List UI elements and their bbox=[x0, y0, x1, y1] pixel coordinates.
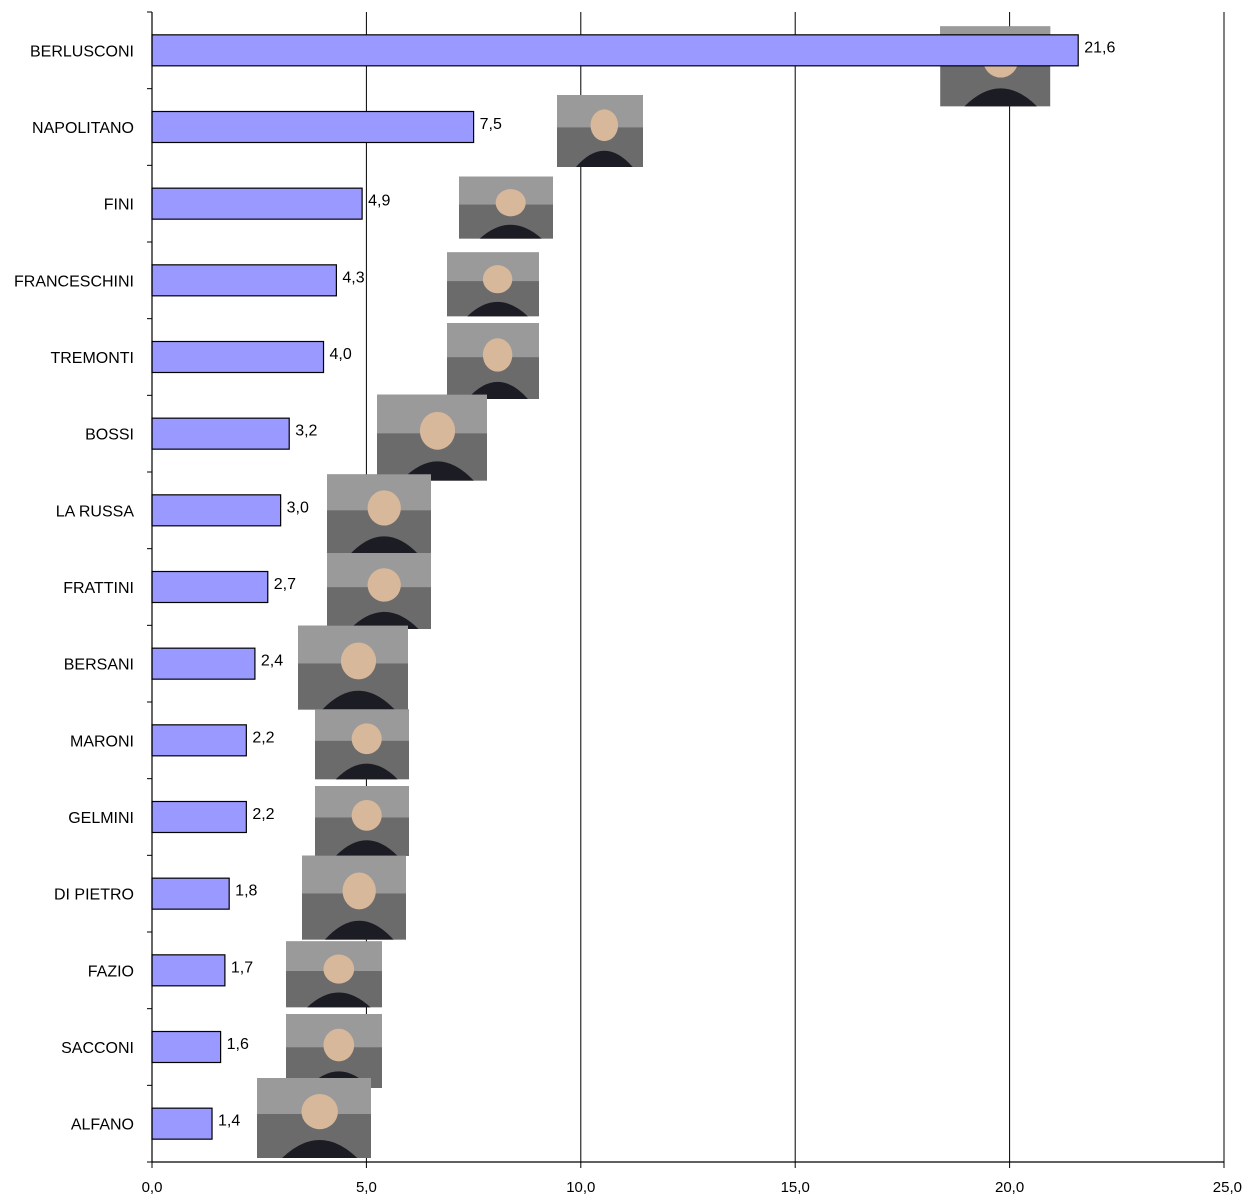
category-label: ALFANO bbox=[71, 1117, 134, 1134]
category-label: GELMINI bbox=[68, 810, 134, 827]
x-tick-label: 10,0 bbox=[566, 1179, 595, 1196]
value-label: 1,6 bbox=[227, 1036, 249, 1053]
bar bbox=[151, 800, 247, 834]
portrait-photo bbox=[447, 252, 539, 317]
portrait-photo bbox=[447, 323, 539, 399]
bar bbox=[151, 417, 290, 450]
portrait-photo bbox=[315, 709, 409, 780]
category-label: BERSANI bbox=[64, 657, 134, 674]
portrait-photo bbox=[286, 941, 382, 1008]
value-label: 3,0 bbox=[287, 499, 309, 516]
category-label: TREMONTI bbox=[50, 350, 134, 367]
value-label: 4,3 bbox=[342, 269, 364, 286]
value-label: 4,9 bbox=[368, 193, 390, 210]
bar bbox=[151, 187, 363, 220]
bar bbox=[151, 647, 256, 680]
value-label: 7,5 bbox=[480, 116, 502, 133]
category-label: SACCONI bbox=[61, 1040, 134, 1057]
portrait-photo bbox=[302, 855, 406, 940]
bar bbox=[151, 110, 475, 144]
x-tick-label: 5,0 bbox=[356, 1179, 377, 1196]
value-label: 3,2 bbox=[295, 423, 317, 440]
category-label: FINI bbox=[104, 197, 134, 214]
value-label: 1,4 bbox=[218, 1113, 240, 1130]
portrait-photo bbox=[286, 1014, 382, 1088]
x-tick-label: 15,0 bbox=[781, 1179, 810, 1196]
axes: 0,0 5,0 10,0 15,0 20,0 25,0 bbox=[142, 11, 1242, 1196]
value-label: 21,6 bbox=[1084, 39, 1115, 56]
x-tick-label: 0,0 bbox=[142, 1179, 163, 1196]
value-label: 1,8 bbox=[235, 883, 257, 900]
bar bbox=[151, 1030, 222, 1064]
category-label: LA RUSSA bbox=[56, 503, 135, 520]
category-label: DI PIETRO bbox=[54, 887, 134, 904]
bar bbox=[151, 264, 337, 297]
category-label: NAPOLITANO bbox=[32, 120, 134, 137]
category-label: FRANCESCHINI bbox=[14, 273, 134, 290]
bar bbox=[151, 877, 230, 910]
value-label: 2,4 bbox=[261, 653, 283, 670]
x-tick-label: 25,0 bbox=[1213, 1179, 1242, 1196]
bars: BERLUSCONI 21,6 NAPOLITANO 7,5 FINI 4,9 FRANCE… bbox=[14, 34, 1115, 1140]
portrait-photo bbox=[327, 474, 431, 555]
bar bbox=[151, 494, 282, 527]
x-tick-label: 20,0 bbox=[995, 1179, 1024, 1196]
value-label: 2,7 bbox=[274, 576, 296, 593]
bar bbox=[151, 954, 226, 987]
bar bbox=[151, 724, 247, 757]
value-label: 4,0 bbox=[330, 346, 352, 363]
portrait-photo bbox=[327, 553, 431, 629]
bar bbox=[151, 340, 325, 374]
portrait-photo bbox=[557, 95, 643, 167]
portrait-photo bbox=[377, 394, 487, 481]
bar bbox=[151, 34, 1079, 67]
bar bbox=[151, 570, 269, 604]
portrait-photo bbox=[459, 176, 553, 239]
category-label: BERLUSCONI bbox=[30, 43, 134, 60]
category-label: MARONI bbox=[70, 733, 134, 750]
portrait-photo bbox=[315, 786, 409, 856]
value-label: 2,2 bbox=[252, 729, 274, 746]
value-label: 1,7 bbox=[231, 959, 253, 976]
category-label: FRATTINI bbox=[63, 580, 134, 597]
bar bbox=[151, 1107, 213, 1140]
portrait-photo bbox=[298, 625, 408, 710]
portrait-photo bbox=[257, 1078, 371, 1158]
category-label: BOSSI bbox=[85, 427, 134, 444]
value-label: 2,2 bbox=[252, 806, 274, 823]
category-label: FAZIO bbox=[88, 963, 134, 980]
